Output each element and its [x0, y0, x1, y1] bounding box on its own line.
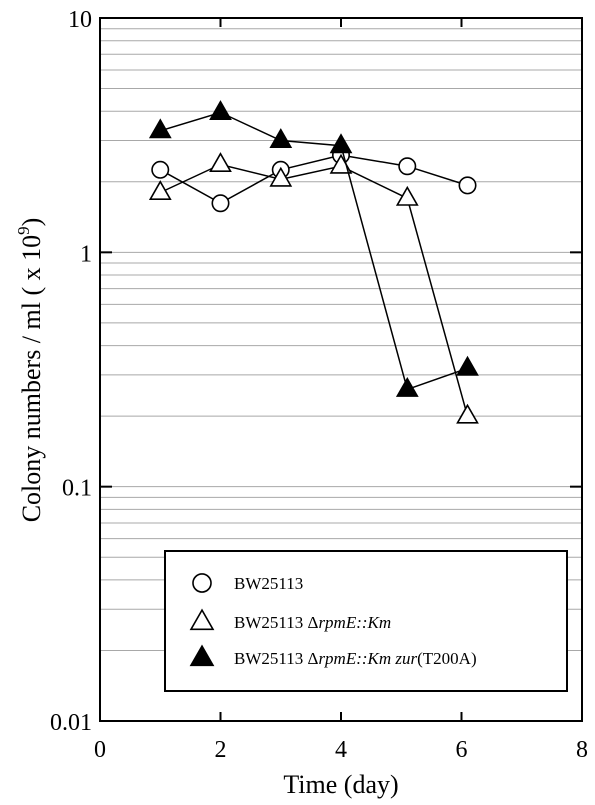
data-point [458, 176, 477, 195]
data-point [456, 403, 479, 424]
y-axis-label: Colony numbers / ml ( x 109) [14, 218, 46, 523]
legend-label-part: BW25113 [234, 574, 303, 593]
legend-label-part: (T200A) [417, 649, 476, 668]
series-2 [148, 152, 479, 424]
data-point [269, 166, 293, 187]
x-axis-label: Time (day) [283, 770, 398, 799]
data-series [148, 100, 479, 424]
x-tick-label: 8 [576, 737, 588, 763]
legend-item-1: BW25113 [192, 573, 303, 593]
data-point [148, 118, 172, 139]
legend-box [164, 550, 568, 692]
x-tick-label: 6 [456, 737, 468, 763]
legend-label-part: BW25113 Δ [234, 613, 319, 632]
series-line [159, 154, 468, 205]
data-point [398, 157, 417, 176]
series-line [160, 111, 468, 391]
data-point [209, 100, 232, 120]
legend-label: BW25113 [234, 574, 303, 593]
legend-label-part: rpmE::Km [318, 613, 391, 632]
data-point [269, 128, 293, 148]
data-point [395, 376, 419, 397]
data-point [151, 160, 170, 179]
data-point [395, 185, 419, 206]
series-3 [148, 100, 479, 397]
data-point [329, 133, 353, 154]
data-point [209, 152, 232, 172]
x-tick-label: 4 [335, 737, 347, 763]
data-point [456, 355, 479, 376]
y-tick-label: 0.01 [50, 710, 92, 736]
series-1 [151, 146, 477, 213]
axis-ticks [99, 17, 583, 722]
data-point [148, 180, 172, 200]
legend-label: BW25113 ΔrpmE::Km [234, 613, 391, 632]
legend-marker [189, 644, 215, 667]
legend-label: BW25113 ΔrpmE::Km zur(T200A) [234, 649, 477, 668]
x-tick-label: 2 [215, 737, 227, 763]
legend-item-3: BW25113 ΔrpmE::Km zur(T200A) [189, 644, 477, 668]
series-line [159, 163, 469, 417]
legend-label-part: rpmE::Km zur [318, 649, 417, 668]
legend-marker [192, 573, 212, 593]
legend-item-2: BW25113 ΔrpmE::Km [189, 608, 391, 632]
y-tick-label: 0.1 [62, 476, 92, 502]
data-point [211, 194, 230, 213]
legend-label-part: BW25113 Δ [234, 649, 319, 668]
y-axis-label-close: ) [17, 218, 46, 227]
y-axis-label-exponent: 9 [14, 226, 33, 235]
y-tick-label: 1 [80, 241, 92, 267]
y-tick-label: 10 [68, 7, 92, 33]
tick-labels: 0 2 4 6 8 0.01 0.1 1 10 [50, 7, 588, 763]
legend-marker [189, 608, 215, 631]
x-tick-label: 0 [94, 737, 106, 763]
y-axis-label-main: Colony numbers / ml ( x 10 [17, 235, 46, 522]
gridlines [100, 28, 582, 651]
